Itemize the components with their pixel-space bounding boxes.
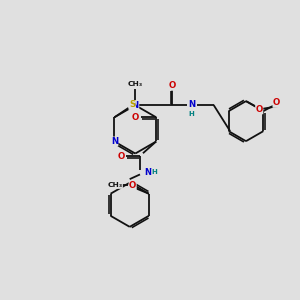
Text: N: N <box>144 168 151 177</box>
Text: H: H <box>189 111 194 117</box>
Text: O: O <box>273 98 280 107</box>
Text: O: O <box>118 152 125 161</box>
Text: O: O <box>129 181 136 190</box>
Text: O: O <box>132 113 139 122</box>
Text: S: S <box>129 100 135 109</box>
Text: O: O <box>169 81 176 90</box>
Text: H: H <box>152 169 158 175</box>
Text: O: O <box>256 105 263 114</box>
Text: N: N <box>111 137 118 146</box>
Text: N: N <box>132 101 139 110</box>
Text: CH₃: CH₃ <box>128 81 143 87</box>
Text: N: N <box>188 100 195 109</box>
Text: CH₃: CH₃ <box>107 182 122 188</box>
